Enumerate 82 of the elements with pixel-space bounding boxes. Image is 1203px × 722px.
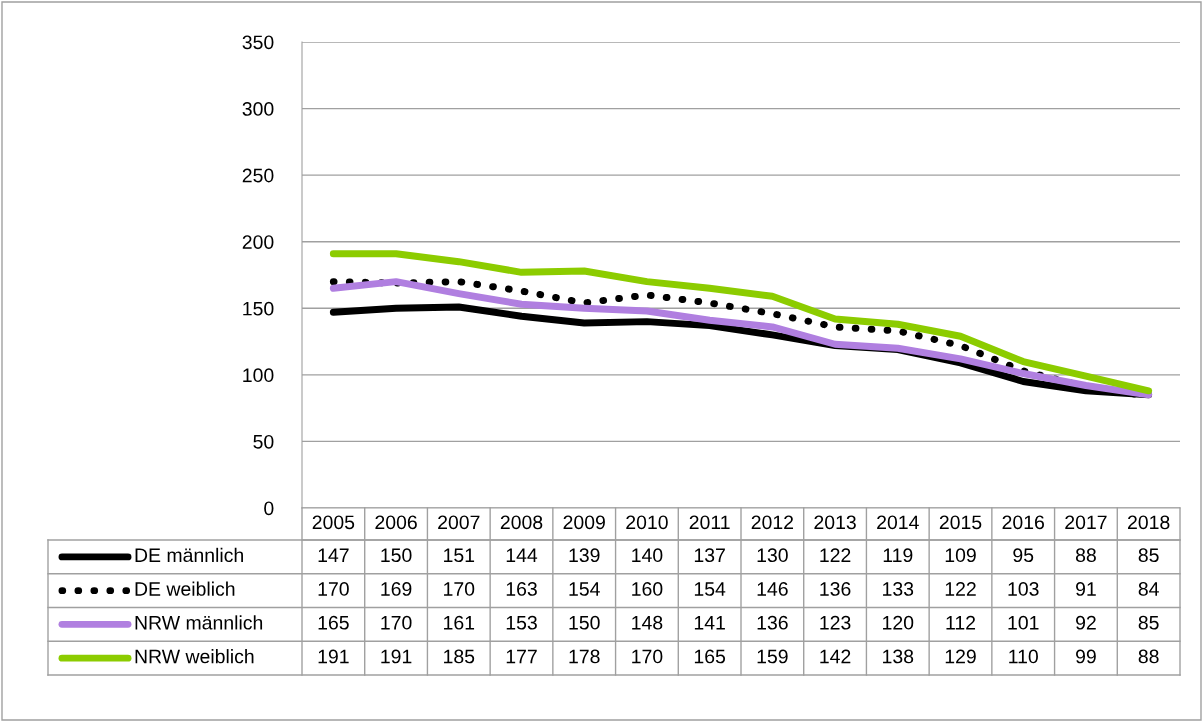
x-tick-label: 2011	[689, 515, 730, 530]
data-label: 123	[820, 615, 851, 630]
data-label: 88	[1138, 649, 1159, 664]
data-label: 91	[1076, 582, 1096, 596]
legend-label: DE weiblich	[135, 581, 235, 596]
x-tick-label: 2010	[626, 515, 668, 530]
x-tick-label: 2016	[1002, 515, 1044, 530]
data-label: 84	[1138, 582, 1159, 596]
data-label: 161	[444, 615, 475, 630]
data-label: 170	[381, 615, 412, 630]
data-label: 136	[757, 615, 788, 630]
data-label: 153	[506, 615, 537, 630]
data-label: 85	[1138, 548, 1159, 563]
data-label: 136	[820, 582, 851, 596]
x-tick-label: 2008	[500, 515, 543, 530]
x-tick-label: 2009	[563, 515, 605, 530]
data-label: 154	[694, 582, 726, 596]
data-label: 159	[757, 649, 788, 664]
data-label: 130	[757, 548, 788, 563]
data-label: 120	[883, 615, 914, 630]
data-label: 169	[381, 582, 412, 596]
data-label: 178	[569, 649, 600, 664]
data-label: 101	[1008, 615, 1039, 630]
data-label: 140	[632, 548, 663, 563]
data-label: 185	[444, 649, 475, 664]
data-label: 142	[820, 649, 851, 664]
x-tick-label: 2012	[751, 515, 794, 530]
legend-label: NRW männlich	[135, 615, 263, 630]
data-label: 112	[946, 615, 976, 630]
y-tick-label: 250	[242, 168, 274, 183]
data-label: 144	[506, 548, 538, 562]
data-label: 88	[1075, 548, 1096, 563]
y-tick-label: 0	[264, 501, 274, 516]
data-label: 150	[569, 615, 600, 630]
data-label: 99	[1076, 649, 1096, 664]
data-label: 146	[757, 582, 788, 596]
x-tick-label: 2017	[1065, 515, 1107, 530]
data-label: 191	[381, 649, 412, 664]
data-label: 109	[945, 548, 976, 563]
data-label: 147	[318, 548, 349, 562]
y-tick-label: 350	[242, 35, 274, 50]
data-label: 151	[444, 548, 475, 563]
data-label: 92	[1076, 615, 1096, 630]
data-label: 191	[318, 649, 349, 664]
data-label: 139	[569, 548, 600, 563]
y-tick-label: 200	[242, 235, 274, 249]
data-label: 170	[444, 582, 475, 596]
x-tick-label: 2018	[1128, 515, 1170, 530]
data-label: 103	[1008, 582, 1039, 596]
data-label: 119	[883, 548, 913, 563]
data-label: 150	[381, 548, 412, 563]
data-label: 133	[883, 582, 914, 596]
data-label: 110	[1009, 649, 1038, 664]
y-tick-label: 300	[242, 102, 274, 116]
data-label: 141	[694, 616, 725, 630]
data-label: 122	[820, 548, 851, 562]
data-label: 163	[506, 582, 537, 596]
legend-label: DE männlich	[135, 547, 243, 563]
data-label: 122	[945, 582, 976, 596]
x-tick-label: 2006	[375, 515, 417, 530]
y-tick-label: 150	[243, 301, 274, 316]
data-label: 170	[318, 582, 349, 596]
data-label: 148	[632, 615, 663, 630]
data-label: 137	[694, 548, 725, 563]
data-label: 170	[632, 649, 663, 664]
x-tick-label: 2013	[814, 515, 856, 530]
data-label: 165	[318, 615, 349, 630]
legend-label: NRW weiblich	[135, 649, 254, 664]
data-label: 177	[506, 649, 537, 664]
x-tick-label: 2007	[438, 515, 480, 530]
data-label: 138	[883, 649, 914, 664]
data-label: 160	[632, 582, 663, 596]
y-tick-label: 100	[243, 368, 274, 383]
data-label: 95	[1013, 548, 1034, 563]
x-tick-label: 2005	[312, 515, 355, 530]
data-label: 165	[694, 649, 726, 664]
x-tick-label: 2015	[939, 515, 982, 530]
data-label: 129	[945, 649, 976, 664]
x-tick-label: 2014	[877, 515, 919, 530]
data-label: 85	[1138, 615, 1159, 630]
y-tick-label: 50	[253, 434, 274, 449]
data-label: 154	[569, 582, 600, 596]
